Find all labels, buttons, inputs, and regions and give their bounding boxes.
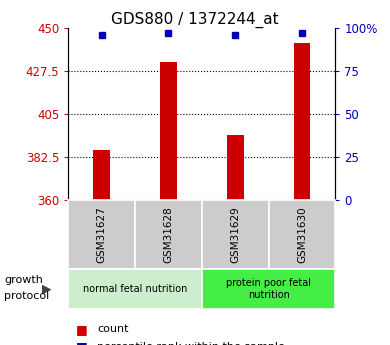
Text: percentile rank within the sample: percentile rank within the sample [98, 342, 285, 345]
Bar [93, 150, 110, 200]
Text: normal fetal nutrition: normal fetal nutrition [83, 284, 187, 294]
Text: ▶: ▶ [42, 283, 51, 295]
Text: protocol: protocol [4, 291, 49, 301]
Text: growth: growth [4, 275, 43, 285]
Text: GSM31629: GSM31629 [230, 206, 240, 263]
Bar [227, 135, 244, 200]
Text: ■: ■ [76, 323, 88, 336]
Bar [294, 43, 310, 200]
Text: count: count [98, 325, 129, 334]
Text: GSM31630: GSM31630 [297, 206, 307, 263]
Text: protein poor fetal
nutrition: protein poor fetal nutrition [226, 278, 311, 300]
Text: GDS880 / 1372244_at: GDS880 / 1372244_at [111, 12, 279, 28]
Text: ■: ■ [76, 340, 88, 345]
Bar [160, 62, 177, 200]
Text: GSM31627: GSM31627 [97, 206, 106, 263]
Text: GSM31628: GSM31628 [163, 206, 174, 263]
